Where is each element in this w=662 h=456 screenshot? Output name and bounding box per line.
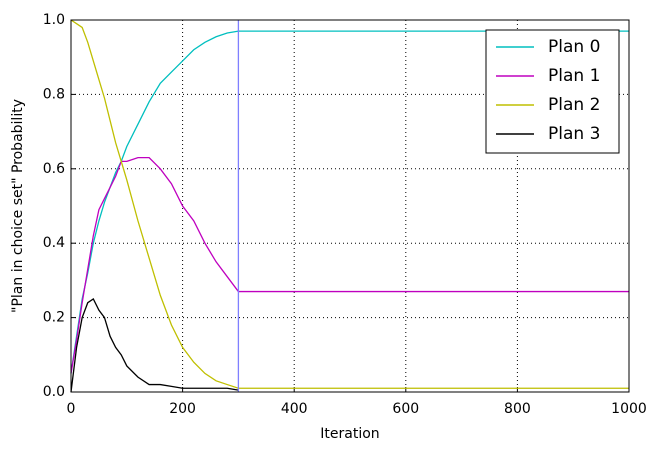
y-tick-label: 0.6 bbox=[43, 161, 65, 177]
series-line bbox=[70, 30, 629, 374]
series-line bbox=[70, 156, 629, 374]
legend-label: Plan 0 bbox=[548, 37, 600, 57]
legend-label: Plan 3 bbox=[548, 124, 600, 144]
y-tick-label: 0.8 bbox=[43, 86, 65, 102]
y-tick-label: 1.0 bbox=[43, 12, 65, 28]
x-axis-label: Iteration bbox=[320, 426, 379, 442]
legend-label: Plan 2 bbox=[548, 95, 600, 115]
y-tick-label: 0.4 bbox=[43, 235, 65, 251]
x-tick-label: 0 bbox=[67, 401, 76, 417]
x-tick-label: 600 bbox=[392, 401, 419, 417]
legend-label: Plan 1 bbox=[548, 66, 600, 86]
y-tick-label: 0.2 bbox=[43, 310, 65, 326]
legend-box bbox=[485, 29, 620, 154]
x-tick-label: 1000 bbox=[611, 401, 647, 417]
x-tick-label: 800 bbox=[504, 401, 531, 417]
series-line bbox=[70, 298, 239, 393]
legend: Plan 0 Plan 1 Plan 2 Plan 3 bbox=[485, 29, 620, 154]
plot-frame bbox=[70, 19, 630, 393]
series-line bbox=[70, 19, 629, 389]
y-tick-label: 0.0 bbox=[43, 384, 65, 400]
x-tick-label: 400 bbox=[281, 401, 308, 417]
y-axis-label: "Plan in choice set" Probability bbox=[10, 99, 26, 313]
x-tick-label: 200 bbox=[169, 401, 196, 417]
